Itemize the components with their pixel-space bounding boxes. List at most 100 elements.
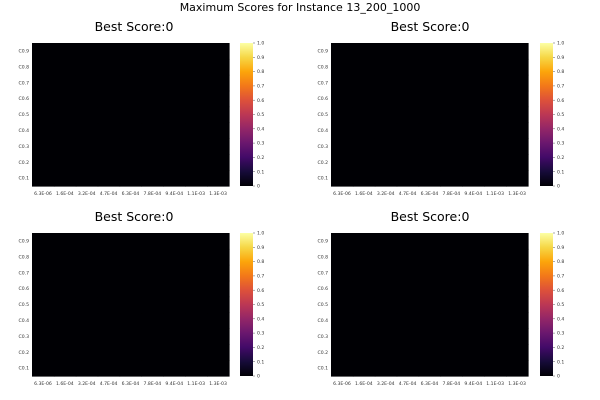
- heatmap-cell: [462, 344, 485, 361]
- heatmap-cell: [32, 138, 55, 155]
- heatmap-cell: [484, 360, 507, 377]
- panel-title: Best Score:0: [95, 209, 174, 224]
- heatmap-cell: [207, 360, 230, 377]
- heatmap-cell: [207, 138, 230, 155]
- heatmap-cell: [185, 328, 208, 345]
- heatmap-cell: [396, 106, 420, 124]
- heatmap-cell: [484, 154, 507, 171]
- y-tick-label: C0.1: [317, 366, 328, 372]
- x-tick-label: 6.3E-04: [421, 191, 439, 197]
- heatmap-cell: [185, 170, 208, 187]
- heatmap-cell: [53, 233, 77, 250]
- heatmap-cell: [141, 248, 164, 266]
- heatmap-cell: [462, 233, 485, 250]
- heatmap-cell: [53, 122, 77, 139]
- heatmap-cell: [374, 43, 398, 60]
- y-tick-label: C0.2: [317, 350, 328, 356]
- heatmap-cell: [163, 170, 186, 187]
- heatmap-cell: [484, 233, 507, 250]
- heatmap-cell: [163, 360, 186, 377]
- heatmap-cell: [418, 154, 442, 171]
- heatmap-cell: [207, 122, 230, 139]
- heatmap-cell: [53, 264, 77, 282]
- heatmap-cell: [506, 344, 529, 361]
- heatmap-cell: [141, 264, 164, 282]
- heatmap-cell: [97, 344, 121, 361]
- heatmap-cell: [462, 106, 485, 124]
- heatmap-cell: [462, 264, 485, 282]
- heatmap-cell: [374, 154, 398, 171]
- heatmap-cell: [440, 312, 463, 329]
- y-tick-label: C0.8: [18, 254, 29, 260]
- y-tick-label: C0.5: [18, 112, 29, 118]
- heatmap-cell: [75, 344, 99, 361]
- heatmap-cell: [163, 312, 186, 329]
- x-tick-label: 6.3E-06: [333, 191, 351, 197]
- heatmap-cell: [462, 90, 485, 108]
- panel-title: Best Score:0: [95, 19, 174, 34]
- heatmap-cell: [374, 74, 398, 92]
- colorbar-tick-label: 0.1: [257, 169, 264, 175]
- heatmap-cell: [141, 344, 164, 361]
- heatmap-cell: [163, 106, 186, 124]
- heatmap-cell: [396, 360, 420, 377]
- heatmap-cell: [75, 43, 99, 60]
- heatmap-cell: [440, 296, 463, 314]
- heatmap-cell: [374, 344, 398, 361]
- heatmap-cell: [418, 122, 442, 139]
- heatmap-cell: [352, 74, 376, 92]
- heatmap-cell: [75, 74, 99, 92]
- heatmap-cell: [484, 43, 507, 60]
- heatmap-cell: [352, 170, 376, 187]
- heatmap-cell: [331, 138, 354, 155]
- colorbar-tick-label: 1.0: [557, 231, 564, 237]
- heatmap-cell: [396, 328, 420, 345]
- heatmap-cell: [97, 170, 121, 187]
- heatmap-cell: [396, 170, 420, 187]
- heatmap-panel-4: Best Score:0 6.3E-06 1.6E-04 3.2E-04 4.7E-04…: [317, 209, 564, 387]
- x-tick-label: 9.4E-04: [464, 191, 482, 197]
- heatmap-cell: [163, 138, 186, 155]
- heatmap-cell: [331, 58, 354, 76]
- heatmap-cell: [53, 138, 77, 155]
- heatmap-cell: [418, 58, 442, 76]
- y-tick-label: C0.2: [18, 350, 29, 356]
- heatmap-cell: [53, 328, 77, 345]
- heatmap-cell: [75, 58, 99, 76]
- x-tick-label: 7.8E-04: [144, 381, 162, 387]
- colorbar-tick-label: 0.3: [257, 331, 264, 337]
- heatmap-cell: [440, 106, 463, 124]
- x-tick-label: 6.3E-04: [122, 191, 140, 197]
- heatmap-cell: [119, 43, 143, 60]
- colorbar-tick-label: 0.6: [557, 98, 564, 104]
- y-tick-label: C0.4: [317, 128, 328, 134]
- heatmap-cell: [396, 233, 420, 250]
- colorbar-tick-label: 0.6: [257, 288, 264, 294]
- colorbar-tick-label: 0.2: [557, 345, 564, 351]
- subplot-grid: Best Score:0 6.3E-06 1.6E-04 3.2E-04 4.7E-04…: [18, 19, 564, 387]
- heatmap-cell: [119, 74, 143, 92]
- heatmap-cell: [374, 90, 398, 108]
- colorbar-tick-label: 0.5: [557, 112, 564, 118]
- heatmap-cell: [75, 170, 99, 187]
- heatmap-cell: [207, 106, 230, 124]
- colorbar-tick-label: 0.6: [257, 98, 264, 104]
- heatmap-cell: [484, 106, 507, 124]
- heatmap-cell: [97, 122, 121, 139]
- heatmap-cell: [32, 170, 55, 187]
- heatmap-cell: [331, 280, 354, 298]
- heatmap-cell: [185, 360, 208, 377]
- colorbar-tick-label: 0.6: [557, 288, 564, 294]
- heatmap-cell: [75, 328, 99, 345]
- colorbar-tick-label: 1.0: [557, 41, 564, 47]
- heatmap-cell: [331, 328, 354, 345]
- heatmap-cell: [163, 296, 186, 314]
- heatmap-cell: [374, 106, 398, 124]
- heatmap-cell: [53, 280, 77, 298]
- heatmap-cell: [396, 264, 420, 282]
- heatmap-cell: [53, 360, 77, 377]
- colorbar-tick-label: 0.3: [557, 331, 564, 337]
- heatmap-cell: [374, 312, 398, 329]
- y-tick-label: C0.6: [18, 286, 29, 292]
- y-tick-label: C0.3: [18, 144, 29, 150]
